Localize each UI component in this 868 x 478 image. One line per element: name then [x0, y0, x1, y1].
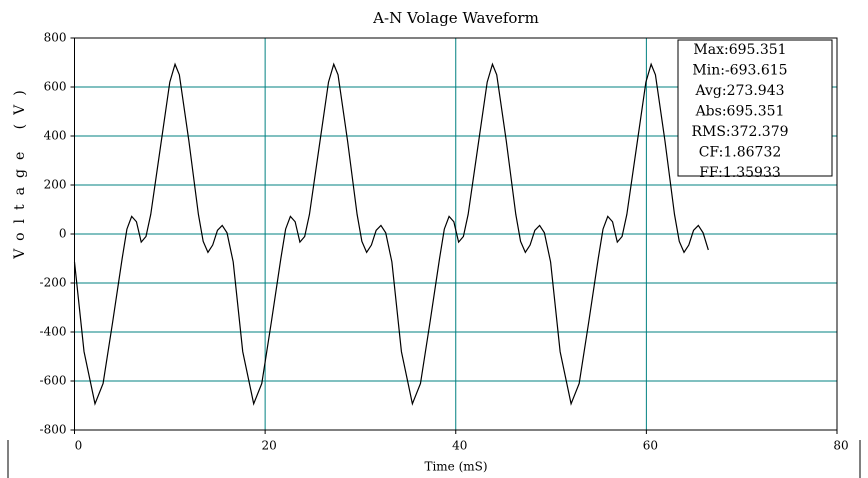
stat-label: CF:1.86732: [699, 145, 782, 161]
chart-title: A-N Volage Waveform: [372, 9, 539, 27]
y-tick-label: 200: [44, 178, 67, 192]
x-tick-label: 0: [75, 439, 83, 453]
x-axis-label: Time (mS): [424, 460, 487, 474]
plot-border: [74, 37, 838, 431]
x-tick-label: 80: [833, 439, 848, 453]
stat-label: Min:-693.615: [692, 63, 787, 79]
y-tick-label: 400: [44, 129, 67, 143]
stat-label: Avg:273.943: [694, 83, 784, 99]
y-tick-label: -600: [40, 374, 67, 388]
x-tick-label: 20: [261, 439, 276, 453]
y-tick-label: -400: [40, 325, 67, 339]
y-tick-label: -200: [40, 276, 67, 290]
y-tick-label: 800: [44, 31, 67, 45]
y-tick-label: -800: [40, 423, 67, 437]
y-axis-label: Voltage (V): [12, 81, 28, 259]
x-tick-label: 60: [643, 439, 658, 453]
stat-label: Max:695.351: [693, 42, 786, 58]
stat-label: Abs:695.351: [695, 104, 785, 120]
stat-label: FF:1.35933: [699, 165, 781, 181]
plot-area: [73, 62, 709, 406]
grid: -800 -600 -400 -200 0 200 400 600 800 0 20 40 60 80: [40, 31, 849, 453]
stats: Max:695.351 Min:-693.615 Avg:273.943 Abs:69…: [691, 42, 788, 181]
stats-box: [677, 39, 833, 177]
x-tick-label: 40: [452, 439, 467, 453]
y-tick-label: 0: [59, 227, 67, 241]
stat-label: RMS:372.379: [691, 124, 788, 140]
waveform-line: [73, 62, 709, 406]
y-tick-label: 600: [44, 80, 67, 94]
